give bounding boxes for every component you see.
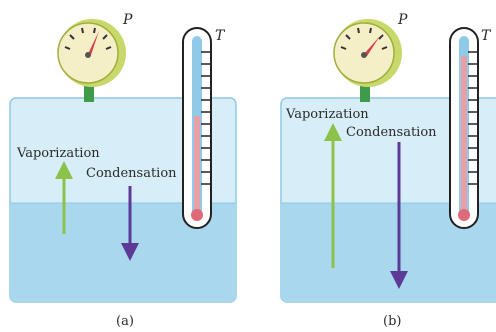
thermometer-b bbox=[449, 27, 479, 229]
caption-a: (a) bbox=[116, 314, 134, 329]
temperature-label-a: T bbox=[215, 28, 226, 44]
condensation-label-a: Condensation bbox=[86, 166, 177, 181]
panel-a: P T Vapori bbox=[9, 12, 237, 329]
water-b bbox=[281, 203, 496, 302]
temperature-label-b: T bbox=[481, 28, 492, 44]
panel-b: P T Vapori bbox=[280, 12, 496, 329]
pressure-label-b: P bbox=[397, 12, 408, 28]
condensation-label-b: Condensation bbox=[346, 125, 437, 140]
vaporization-label-a: Vaporization bbox=[16, 146, 100, 161]
pressure-gauge-a bbox=[57, 19, 126, 102]
caption-b: (b) bbox=[383, 314, 401, 329]
thermometer-a bbox=[182, 27, 212, 229]
pressure-label-a: P bbox=[122, 12, 133, 28]
vaporization-label-b: Vaporization bbox=[285, 107, 369, 122]
pressure-gauge-b bbox=[333, 19, 402, 102]
